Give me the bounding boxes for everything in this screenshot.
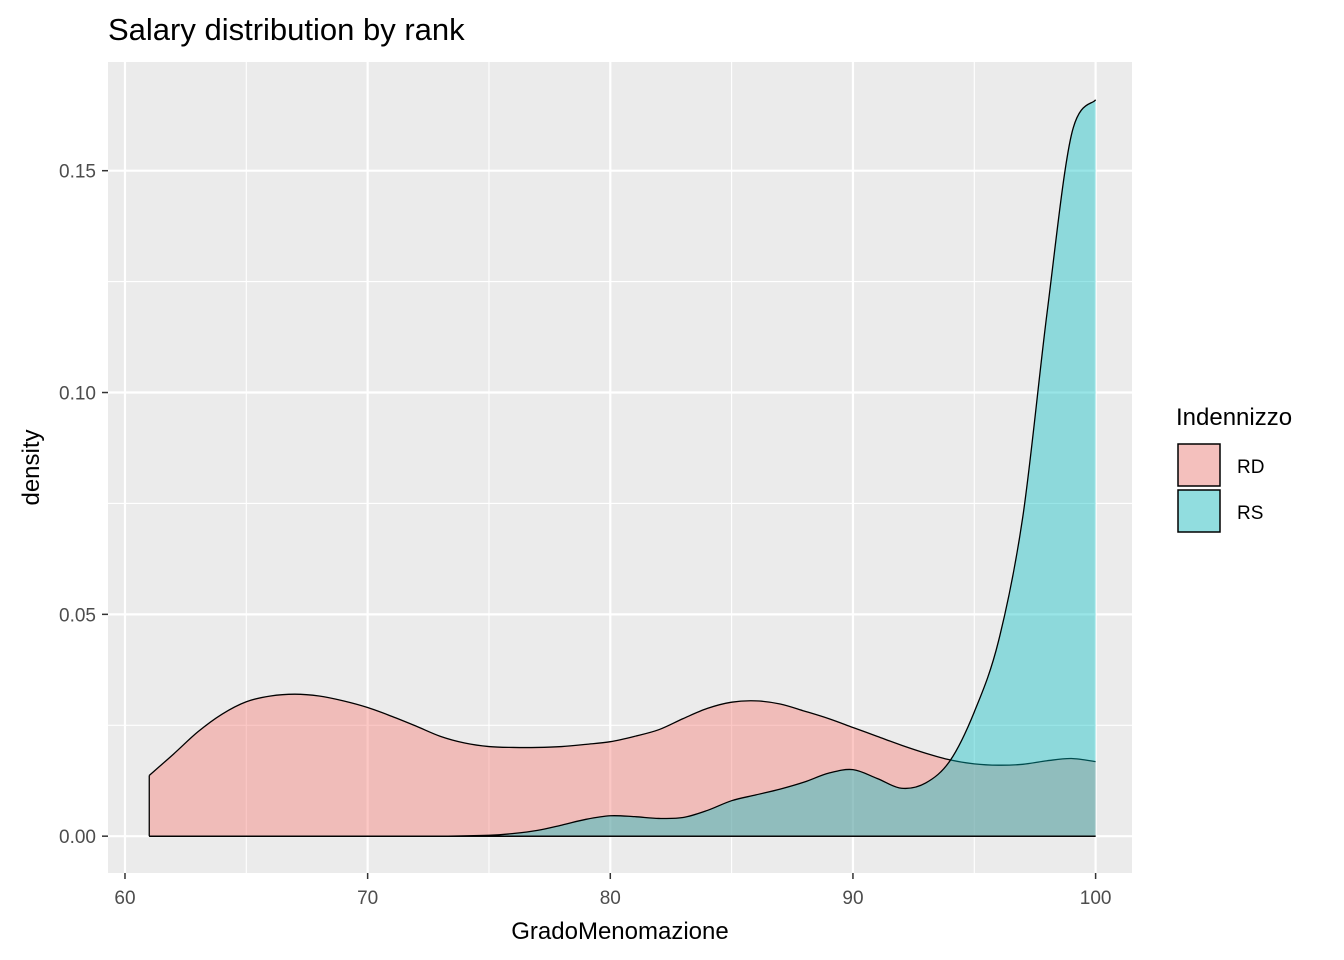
x-axis-title: GradoMenomazione — [511, 918, 728, 945]
legend-items: RD RS — [1177, 443, 1264, 533]
density-areas — [148, 99, 1097, 837]
x-axis: 60 70 80 90 100 — [114, 873, 1111, 909]
density-line-rd — [148, 693, 1096, 776]
y-axis-title: density — [18, 429, 45, 505]
x-tick-label: 100 — [1080, 888, 1112, 909]
x-tick-label: 60 — [114, 888, 135, 909]
legend-key-rs — [1177, 489, 1221, 533]
legend-key-bg — [1178, 444, 1220, 486]
legend: Indennizzo RD RS — [1176, 404, 1292, 533]
legend-label-rd: RD — [1237, 457, 1264, 478]
y-axis: 0.00 0.05 0.10 0.15 — [59, 162, 108, 848]
y-tick-label: 0.10 — [59, 384, 96, 405]
legend-key-rd — [1177, 443, 1221, 487]
density-area-rs — [149, 99, 1096, 837]
y-tick-label: 0.00 — [59, 827, 96, 848]
plot-panel — [108, 62, 1132, 873]
density-line-rs — [149, 99, 1097, 837]
y-tick-label: 0.15 — [59, 162, 96, 183]
chart-title: Salary distribution by rank — [108, 12, 465, 47]
legend-label-rs: RS — [1237, 503, 1263, 524]
y-tick-label: 0.05 — [59, 605, 96, 626]
x-tick-label: 70 — [357, 888, 378, 909]
x-tick-label: 80 — [600, 888, 621, 909]
legend-key-bg — [1178, 490, 1220, 532]
legend-title: Indennizzo — [1176, 404, 1292, 431]
x-tick-label: 90 — [842, 888, 863, 909]
grid-lines — [108, 62, 1132, 873]
